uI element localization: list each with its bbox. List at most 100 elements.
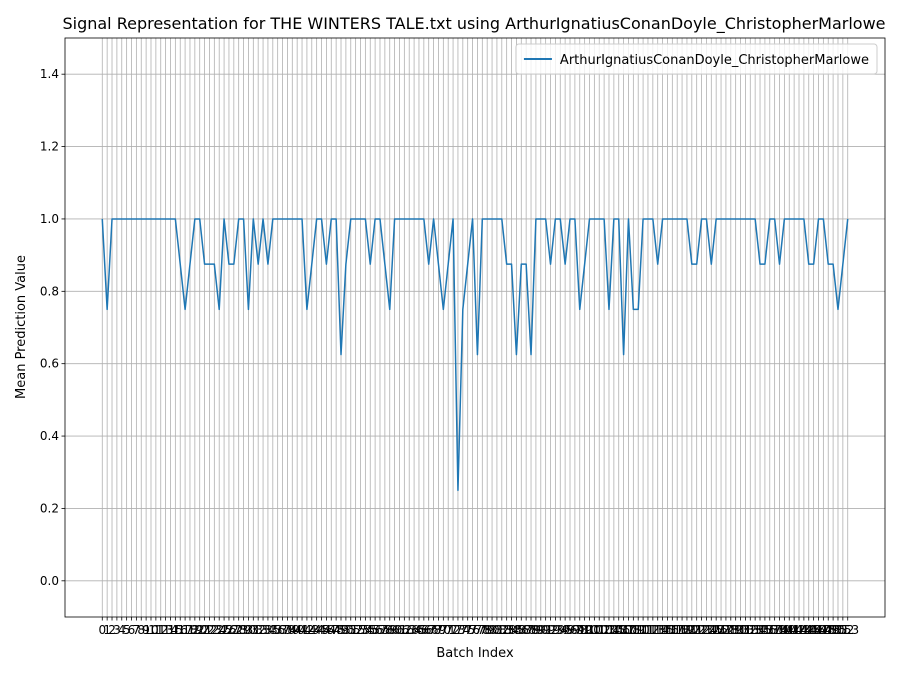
chart-title: Signal Representation for THE WINTERS TA… (62, 14, 885, 34)
x-tick-label: 16 (173, 623, 188, 637)
x-tick-label: 17 (177, 623, 192, 637)
x-tick-label: 99 (577, 623, 592, 637)
x-tick-label: 126 (705, 623, 728, 637)
x-tick-label: 53 (353, 623, 368, 637)
y-tick-label: 0.6 (40, 357, 59, 371)
x-tick-label: 134 (744, 623, 767, 637)
y-tick-label: 1.0 (40, 212, 59, 226)
x-tick-label: 139 (768, 623, 791, 637)
x-tick-label: 22 (202, 623, 217, 637)
legend-box (515, 43, 878, 75)
x-tick-label: 72 (445, 623, 460, 637)
x-tick-label: 111 (632, 623, 655, 637)
x-tick-label: 10 (143, 623, 158, 637)
x-tick-label: 112 (637, 623, 660, 637)
x-tick-label: 102 (588, 623, 611, 637)
x-tick-label: 58 (377, 623, 392, 637)
x-tick-label: 49 (333, 623, 348, 637)
x-tick-label: 129 (719, 623, 742, 637)
x-tick-label: 89 (528, 623, 543, 637)
x-tick-label: 73 (450, 623, 465, 637)
x-tick-label: 81 (489, 623, 504, 637)
x-tick-label: 103 (593, 623, 616, 637)
x-tick-label: 4 (118, 623, 126, 637)
x-tick-label: 92 (543, 623, 558, 637)
x-tick-label: 80 (484, 623, 499, 637)
x-tick-label: 63 (402, 623, 417, 637)
x-tick-label: 66 (416, 623, 431, 637)
x-tick-label: 45 (314, 623, 329, 637)
x-tick-label: 54 (358, 623, 373, 637)
x-tick-label: 96 (562, 623, 577, 637)
x-tick-label: 117 (661, 623, 684, 637)
x-tick-label: 13 (158, 623, 173, 637)
x-tick-label: 50 (338, 623, 353, 637)
x-tick-label: 94 (553, 623, 568, 637)
x-tick-label: 51 (343, 623, 358, 637)
x-tick-label: 152 (831, 623, 854, 637)
x-tick-label: 119 (671, 623, 694, 637)
x-tick-label: 42 (299, 623, 314, 637)
x-tick-label: 121 (680, 623, 703, 637)
x-tick-label: 150 (822, 623, 845, 637)
x-tick-label: 21 (197, 623, 212, 637)
x-tick-label: 25 (216, 623, 231, 637)
x-tick-label: 74 (455, 623, 470, 637)
x-tick-label: 27 (226, 623, 241, 637)
x-tick-label: 69 (431, 623, 446, 637)
x-tick-label: 128 (714, 623, 737, 637)
x-tick-label: 46 (319, 623, 334, 637)
x-tick-label: 109 (622, 623, 645, 637)
x-tick-label: 59 (382, 623, 397, 637)
x-tick-label: 47 (324, 623, 339, 637)
x-tick-label: 60 (387, 623, 402, 637)
x-tick-label: 86 (514, 623, 529, 637)
x-tick-label: 153 (836, 623, 859, 637)
x-tick-label: 33 (255, 623, 270, 637)
x-tick-label: 38 (280, 623, 295, 637)
x-tick-label: 0 (98, 623, 106, 637)
x-tick-label: 98 (572, 623, 587, 637)
x-tick-label: 3 (113, 623, 121, 637)
x-tick-label: 97 (567, 623, 582, 637)
x-tick-label: 140 (773, 623, 796, 637)
x-tick-label: 12 (153, 623, 168, 637)
x-tick-label: 143 (788, 623, 811, 637)
x-tick-label: 76 (465, 623, 480, 637)
x-tick-label: 35 (265, 623, 280, 637)
x-tick-label: 87 (519, 623, 534, 637)
x-tick-label: 120 (675, 623, 698, 637)
y-tick-label: 0.8 (40, 284, 59, 298)
y-tick-label: 0.0 (40, 574, 59, 588)
x-tick-label: 122 (685, 623, 708, 637)
x-tick-label: 95 (557, 623, 572, 637)
x-tick-label: 151 (827, 623, 850, 637)
x-tick-label: 20 (192, 623, 207, 637)
x-tick-label: 30 (241, 623, 256, 637)
x-tick-label: 9 (142, 623, 150, 637)
x-tick-label: 142 (783, 623, 806, 637)
x-tick-label: 125 (700, 623, 723, 637)
x-tick-label: 57 (372, 623, 387, 637)
x-tick-label: 24 (212, 623, 227, 637)
x-tick-label: 5 (123, 623, 131, 637)
x-tick-label: 110 (627, 623, 650, 637)
x-tick-label: 84 (504, 623, 519, 637)
x-tick-label: 124 (695, 623, 718, 637)
x-tick-label: 106 (607, 623, 630, 637)
x-tick-label: 6 (128, 623, 136, 637)
x-tick-label: 130 (724, 623, 747, 637)
x-tick-label: 31 (246, 623, 261, 637)
x-tick-label: 68 (426, 623, 441, 637)
x-tick-label: 7 (133, 623, 141, 637)
x-tick-label: 100 (578, 623, 601, 637)
x-tick-label: 15 (168, 623, 183, 637)
x-tick-label: 123 (690, 623, 713, 637)
x-tick-label: 146 (802, 623, 825, 637)
x-tick-label: 78 (475, 623, 490, 637)
x-tick-label: 40 (290, 623, 305, 637)
x-tick-label: 147 (807, 623, 830, 637)
x-tick-label: 141 (778, 623, 801, 637)
legend: ArthurIgnatiusConanDoyle_ChristopherMarl… (515, 43, 878, 75)
